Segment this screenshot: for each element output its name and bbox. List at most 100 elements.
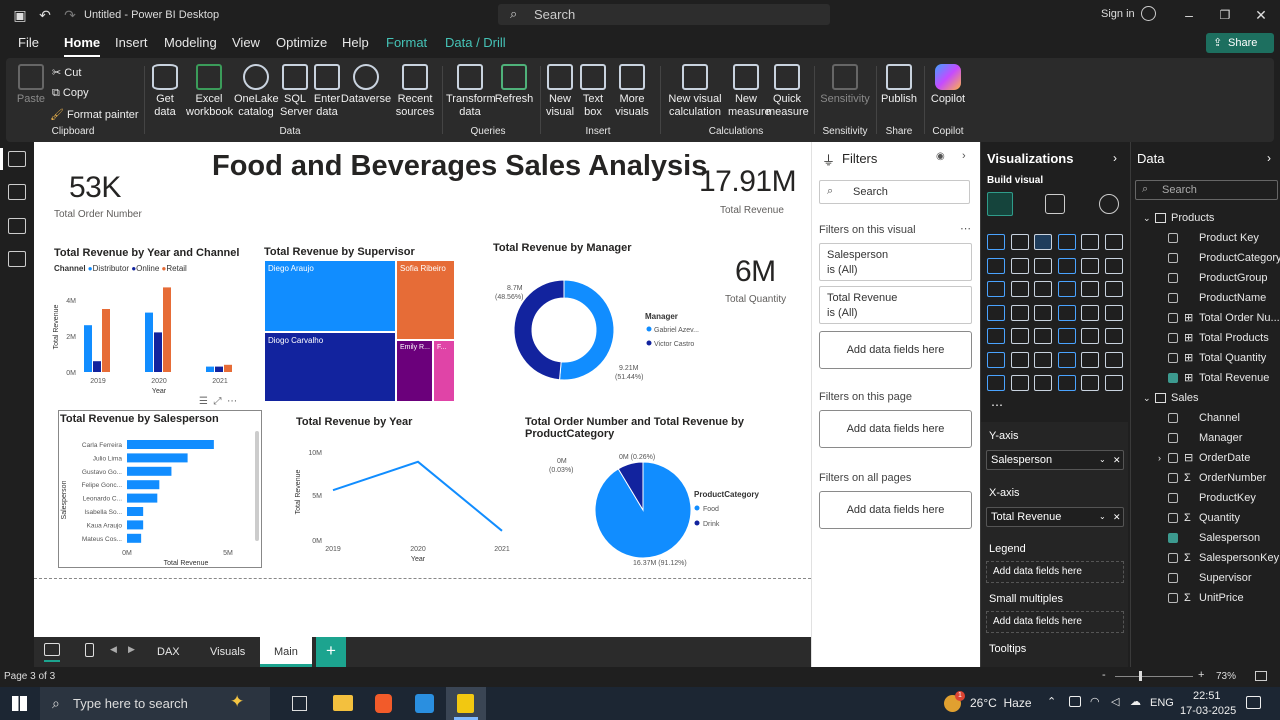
goals-icon[interactable]	[1104, 351, 1123, 368]
tab-dax[interactable]: DAX	[157, 646, 180, 658]
waterfall-chart-icon[interactable]	[1010, 281, 1029, 297]
decomposition-tree-icon[interactable]	[1034, 351, 1052, 368]
add-page-button[interactable]: +	[316, 637, 346, 667]
smart-narrative-icon[interactable]	[1081, 351, 1099, 368]
fabric-icon[interactable]	[1104, 375, 1123, 391]
paginated-report-icon[interactable]	[987, 375, 1005, 391]
100-percent-area-chart-icon[interactable]	[1057, 257, 1076, 274]
fit-to-page-icon[interactable]	[1255, 671, 1267, 681]
filters-page-drop-zone[interactable]: Add data fields here	[819, 410, 972, 448]
more-options-icon[interactable]: ⋯	[227, 396, 238, 407]
dax-query-view-icon[interactable]	[8, 251, 26, 267]
treemap-tile[interactable]: Diego Araujo	[264, 260, 396, 332]
close-icon[interactable]: ✕	[1255, 7, 1267, 23]
vscode-icon[interactable]	[415, 694, 434, 713]
tab-main[interactable]: Main	[260, 637, 312, 667]
data-field[interactable]: ⊞ Total Quantity	[1131, 348, 1280, 368]
data-field[interactable]: Σ SalespersonKey	[1131, 548, 1280, 568]
data-field[interactable]: ProductGroup	[1131, 268, 1280, 288]
minimize-icon[interactable]: –	[1185, 7, 1193, 23]
field-checkbox[interactable]	[1168, 433, 1178, 443]
text-box-button[interactable]: Text box	[578, 64, 608, 119]
chart-revenue-manager[interactable]: 8.7M (48.56%) 9.21M (51.44%) Manager Gab…	[489, 274, 719, 389]
filters-visual-drop-zone[interactable]: Add data fields here	[819, 331, 972, 369]
remove-icon[interactable]: ✕	[1113, 512, 1121, 522]
data-search-input[interactable]: ⌕ Search	[1135, 180, 1278, 200]
field-checkbox[interactable]	[1168, 293, 1178, 303]
copy-button[interactable]: ⧉ Copy	[52, 87, 89, 100]
recent-sources-button[interactable]: Recent sources	[392, 64, 438, 119]
new-visual-calculation-button[interactable]: New visual calculation	[664, 64, 726, 119]
stacked-column-chart-icon[interactable]	[1010, 234, 1029, 250]
expand-icon[interactable]: ›	[1113, 151, 1117, 165]
line-column-chart-icon[interactable]	[1081, 257, 1099, 274]
stacked-bar-chart-icon[interactable]	[987, 234, 1005, 250]
100-percent-column-chart-icon[interactable]	[1104, 234, 1123, 250]
treemap-tile[interactable]: F...	[433, 340, 455, 402]
zoom-slider[interactable]	[1115, 676, 1193, 677]
100-percent-bar-chart-icon[interactable]	[1081, 234, 1099, 250]
multi-row-card-icon[interactable]	[987, 328, 1005, 344]
data-field[interactable]: Product Key	[1131, 228, 1280, 248]
volume-icon[interactable]: ◁	[1111, 696, 1120, 708]
chevron-right-icon[interactable]: ›	[1158, 453, 1161, 463]
sign-in-link[interactable]: Sign in	[1101, 8, 1135, 20]
desktop-layout-icon[interactable]	[44, 643, 60, 656]
data-field[interactable]: Σ UnitPrice	[1131, 588, 1280, 608]
undo-icon[interactable]: ↶	[39, 7, 51, 23]
remove-icon[interactable]: ✕	[1113, 455, 1121, 465]
field-checkbox[interactable]	[1168, 573, 1178, 583]
filter-card-total-revenue[interactable]: Total Revenue is (All)	[819, 286, 972, 324]
field-checkbox[interactable]	[1168, 513, 1178, 523]
field-checkbox[interactable]	[1168, 533, 1178, 543]
paste-button[interactable]: Paste	[14, 64, 48, 106]
card-icon[interactable]	[1104, 304, 1123, 321]
zoom-out-icon[interactable]: -	[1102, 669, 1106, 681]
eye-icon[interactable]: ◉	[936, 151, 945, 162]
collapse-icon[interactable]: ›	[962, 150, 966, 162]
refresh-button[interactable]: Refresh	[494, 64, 534, 106]
menu-file[interactable]: File	[18, 35, 39, 50]
menu-home[interactable]: Home	[64, 35, 101, 57]
field-checkbox[interactable]	[1168, 453, 1178, 463]
format-visual-icon[interactable]	[1045, 194, 1065, 214]
line-chart-icon[interactable]	[987, 257, 1005, 274]
model-view-icon[interactable]	[8, 218, 26, 234]
shape-map-icon[interactable]	[1057, 375, 1076, 391]
chevron-down-icon[interactable]: ⌄	[1099, 512, 1106, 521]
cut-button[interactable]: ✂ Cut	[52, 66, 81, 79]
menu-view[interactable]: View	[232, 35, 260, 50]
data-field[interactable]: ProductName	[1131, 288, 1280, 308]
data-table-products[interactable]: ⌄ Products	[1131, 208, 1280, 228]
clock-time[interactable]: 22:51	[1193, 690, 1221, 702]
selected-visual-frame[interactable]: ☰ ⤢ ⋯	[58, 396, 262, 568]
arcgis-icon[interactable]	[1081, 375, 1099, 391]
clock-date[interactable]: 17-03-2025	[1180, 705, 1237, 717]
area-chart-icon[interactable]	[1010, 257, 1029, 274]
publish-button[interactable]: Publish	[880, 64, 918, 106]
more-options-icon[interactable]: ⋯	[960, 223, 971, 235]
field-checkbox[interactable]	[1168, 413, 1178, 423]
treemap-icon[interactable]	[987, 304, 1005, 321]
data-field[interactable]: ⊞ Total Products	[1131, 328, 1280, 348]
input-language[interactable]: ENG	[1150, 697, 1174, 709]
chevron-down-icon[interactable]: ⌄	[1099, 455, 1106, 464]
chart-category[interactable]: 0M (0.26%) 0M (0.03%) 16.37M (91.12%) Pr…	[529, 447, 789, 575]
brave-browser-icon[interactable]	[375, 694, 392, 713]
data-field[interactable]: ⊟ › OrderDate	[1131, 448, 1280, 468]
windows-start-icon[interactable]	[12, 696, 27, 711]
share-button[interactable]: Share ⇪	[1206, 33, 1274, 53]
field-checkbox[interactable]	[1168, 493, 1178, 503]
next-page-icon[interactable]: ▶	[128, 644, 135, 654]
report-view-icon[interactable]	[8, 151, 26, 167]
legend-drop-zone[interactable]: Add data fields here	[986, 561, 1124, 583]
field-checkbox[interactable]	[1168, 593, 1178, 603]
chart-revenue-salesperson[interactable]: Salesperson Carla Ferreira Julio Lima Gust…	[60, 430, 260, 568]
x-axis-field[interactable]: Total Revenue ⌄ ✕	[986, 507, 1124, 527]
ribbon-chart-icon[interactable]	[987, 281, 1005, 297]
filter-icon[interactable]: ☰	[199, 396, 208, 407]
data-field[interactable]: Manager	[1131, 428, 1280, 448]
field-checkbox[interactable]	[1168, 373, 1178, 383]
funnel-chart-icon[interactable]	[1034, 281, 1052, 297]
battery-icon[interactable]	[1069, 696, 1081, 707]
